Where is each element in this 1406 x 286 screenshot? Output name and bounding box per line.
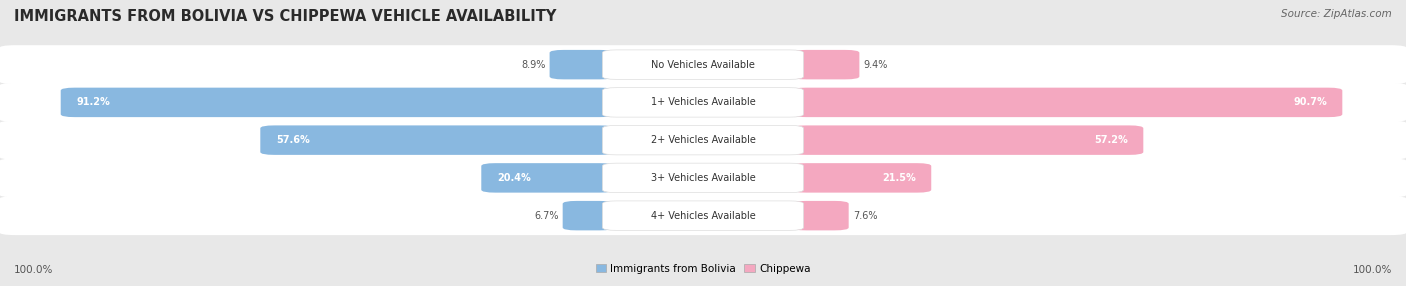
FancyBboxPatch shape (793, 50, 859, 80)
Text: 20.4%: 20.4% (496, 173, 530, 183)
FancyBboxPatch shape (481, 163, 614, 193)
FancyBboxPatch shape (562, 201, 614, 231)
FancyBboxPatch shape (0, 196, 1406, 235)
Text: No Vehicles Available: No Vehicles Available (651, 60, 755, 69)
Text: 2+ Vehicles Available: 2+ Vehicles Available (651, 135, 755, 145)
Text: 3+ Vehicles Available: 3+ Vehicles Available (651, 173, 755, 183)
Text: 4+ Vehicles Available: 4+ Vehicles Available (651, 211, 755, 221)
FancyBboxPatch shape (260, 125, 614, 155)
Text: 100.0%: 100.0% (14, 265, 53, 275)
Text: IMMIGRANTS FROM BOLIVIA VS CHIPPEWA VEHICLE AVAILABILITY: IMMIGRANTS FROM BOLIVIA VS CHIPPEWA VEHI… (14, 9, 557, 23)
FancyBboxPatch shape (603, 163, 804, 193)
Text: 7.6%: 7.6% (853, 211, 877, 221)
FancyBboxPatch shape (793, 125, 1143, 155)
FancyBboxPatch shape (0, 45, 1406, 84)
Text: Source: ZipAtlas.com: Source: ZipAtlas.com (1281, 9, 1392, 19)
FancyBboxPatch shape (793, 88, 1343, 117)
FancyBboxPatch shape (603, 50, 804, 80)
FancyBboxPatch shape (793, 201, 849, 231)
FancyBboxPatch shape (603, 125, 804, 155)
FancyBboxPatch shape (0, 83, 1406, 122)
Legend: Immigrants from Bolivia, Chippewa: Immigrants from Bolivia, Chippewa (592, 260, 814, 278)
FancyBboxPatch shape (60, 88, 614, 117)
FancyBboxPatch shape (550, 50, 614, 80)
Text: 6.7%: 6.7% (534, 211, 558, 221)
Text: 9.4%: 9.4% (863, 60, 889, 69)
Text: 100.0%: 100.0% (1353, 265, 1392, 275)
Text: 90.7%: 90.7% (1294, 98, 1327, 107)
FancyBboxPatch shape (0, 121, 1406, 160)
Text: 57.6%: 57.6% (276, 135, 309, 145)
Text: 1+ Vehicles Available: 1+ Vehicles Available (651, 98, 755, 107)
Text: 21.5%: 21.5% (882, 173, 915, 183)
Text: 91.2%: 91.2% (76, 98, 110, 107)
FancyBboxPatch shape (793, 163, 931, 193)
FancyBboxPatch shape (0, 158, 1406, 197)
Text: 8.9%: 8.9% (522, 60, 546, 69)
Text: 57.2%: 57.2% (1094, 135, 1128, 145)
FancyBboxPatch shape (603, 201, 804, 231)
FancyBboxPatch shape (603, 88, 804, 117)
